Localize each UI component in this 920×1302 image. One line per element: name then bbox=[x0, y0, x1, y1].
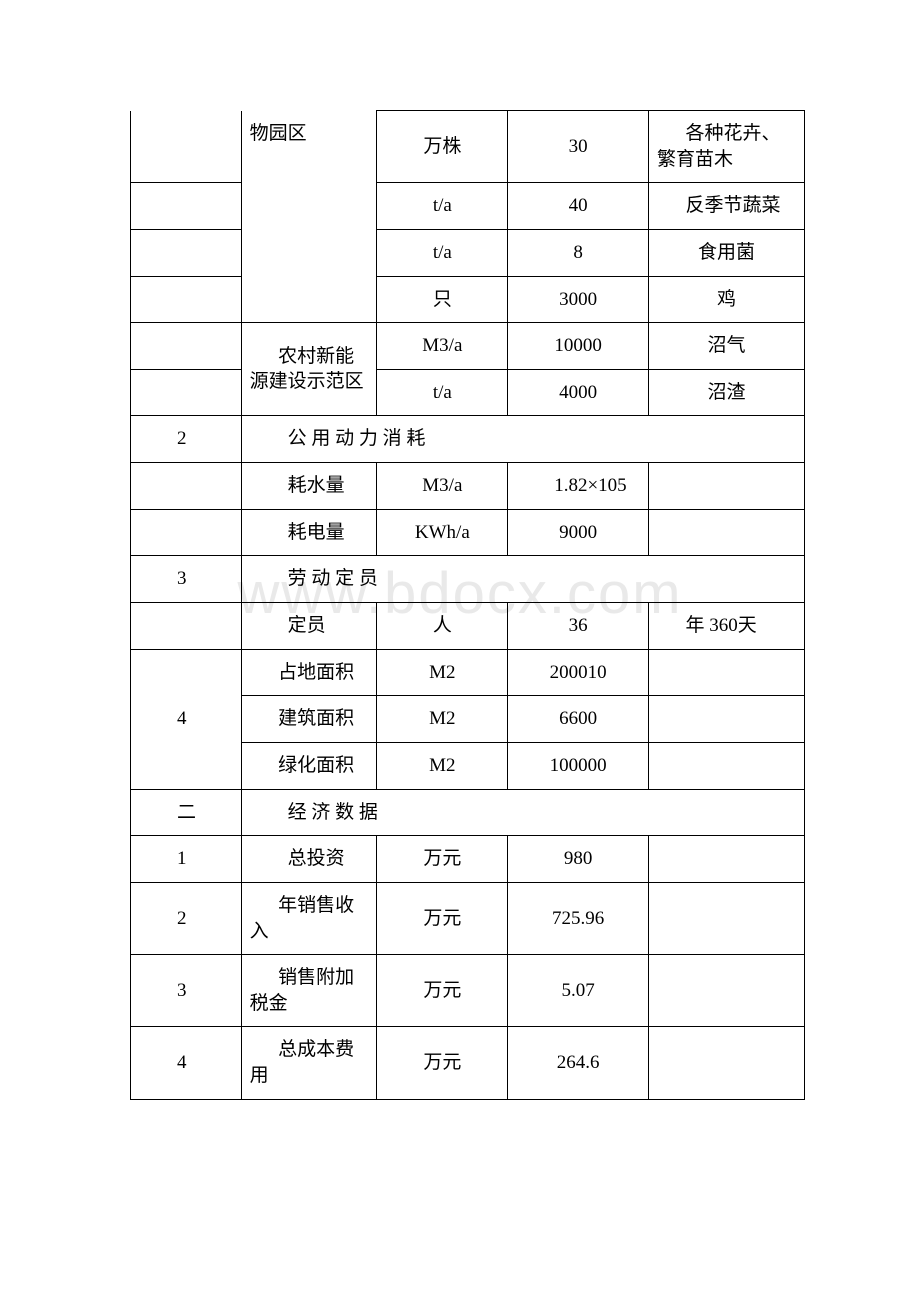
cell-unit: M3/a bbox=[377, 323, 508, 370]
cell-unit: 万元 bbox=[377, 1027, 508, 1099]
cell-category: 定员 bbox=[241, 603, 377, 650]
table-row: 耗水量 M3/a 1.82×105 bbox=[131, 463, 805, 510]
cell-unit: 万元 bbox=[377, 955, 508, 1027]
cell-value: 3000 bbox=[508, 276, 649, 323]
table-row: 4 占地面积 M2 200010 bbox=[131, 649, 805, 696]
cell-value: 40 bbox=[508, 183, 649, 230]
cell-index: 3 bbox=[131, 955, 242, 1027]
cell-category: 占地面积 bbox=[241, 649, 377, 696]
cell-value: 10000 bbox=[508, 323, 649, 370]
cell-note: 反季节蔬菜 bbox=[649, 183, 805, 230]
cell-value: 8 bbox=[508, 229, 649, 276]
cell-value: 980 bbox=[508, 836, 649, 883]
cell-index bbox=[131, 229, 242, 276]
table-row: 1 总投资 万元 980 bbox=[131, 836, 805, 883]
cell-index: 4 bbox=[131, 649, 242, 789]
cell-note bbox=[649, 509, 805, 556]
cell-index: 3 bbox=[131, 556, 242, 603]
table-row: t/a 8 食用菌 bbox=[131, 229, 805, 276]
table-row: 2 年销售收入 万元 725.96 bbox=[131, 882, 805, 954]
cell-index bbox=[131, 111, 242, 183]
cell-unit: t/a bbox=[377, 229, 508, 276]
table-row: 农村新能源建设示范区 M3/a 10000 沼气 bbox=[131, 323, 805, 370]
cell-unit: M3/a bbox=[377, 463, 508, 510]
cell-index bbox=[131, 276, 242, 323]
cell-index: 4 bbox=[131, 1027, 242, 1099]
cell-category: 耗水量 bbox=[241, 463, 377, 510]
cell-index: 2 bbox=[131, 882, 242, 954]
cell-category: 绿化面积 bbox=[241, 742, 377, 789]
cell-note bbox=[649, 1027, 805, 1099]
cell-note: 沼渣 bbox=[649, 369, 805, 416]
cell-value: 36 bbox=[508, 603, 649, 650]
cell-category: 总投资 bbox=[241, 836, 377, 883]
cell-value: 264.6 bbox=[508, 1027, 649, 1099]
cell-heading: 劳 动 定 员 bbox=[241, 556, 804, 603]
cell-note: 沼气 bbox=[649, 323, 805, 370]
cell-note: 食用菌 bbox=[649, 229, 805, 276]
cell-note bbox=[649, 955, 805, 1027]
cell-note bbox=[649, 836, 805, 883]
table-row: 耗电量 KWh/a 9000 bbox=[131, 509, 805, 556]
cell-unit: t/a bbox=[377, 183, 508, 230]
cell-unit: 万元 bbox=[377, 836, 508, 883]
cell-unit: 万元 bbox=[377, 882, 508, 954]
cell-unit: M2 bbox=[377, 696, 508, 743]
cell-category: 物园区 bbox=[241, 111, 377, 323]
table-row: 定员 人 36 年 360天 bbox=[131, 603, 805, 650]
table-row: 2 公 用 动 力 消 耗 bbox=[131, 416, 805, 463]
data-table: 物园区 万株 30 各种花卉、繁育苗木 t/a 40 反季节蔬菜 t/a 8 食… bbox=[130, 110, 805, 1100]
cell-category: 耗电量 bbox=[241, 509, 377, 556]
table-row: t/a 40 反季节蔬菜 bbox=[131, 183, 805, 230]
cell-note bbox=[649, 463, 805, 510]
cell-note: 年 360天 bbox=[649, 603, 805, 650]
table-row: 只 3000 鸡 bbox=[131, 276, 805, 323]
cell-category: 年销售收入 bbox=[241, 882, 377, 954]
table-row: 物园区 万株 30 各种花卉、繁育苗木 bbox=[131, 111, 805, 183]
cell-unit: 人 bbox=[377, 603, 508, 650]
cell-value: 4000 bbox=[508, 369, 649, 416]
table-row: t/a 4000 沼渣 bbox=[131, 369, 805, 416]
cell-index: 1 bbox=[131, 836, 242, 883]
cell-category: 农村新能源建设示范区 bbox=[241, 323, 377, 416]
cell-value: 725.96 bbox=[508, 882, 649, 954]
table-row: 3 销售附加税金 万元 5.07 bbox=[131, 955, 805, 1027]
cell-unit: t/a bbox=[377, 369, 508, 416]
cell-value: 9000 bbox=[508, 509, 649, 556]
cell-unit: M2 bbox=[377, 742, 508, 789]
cell-index: 2 bbox=[131, 416, 242, 463]
table-row: 4 总成本费用 万元 264.6 bbox=[131, 1027, 805, 1099]
cell-category: 销售附加税金 bbox=[241, 955, 377, 1027]
cell-index bbox=[131, 183, 242, 230]
cell-index bbox=[131, 369, 242, 416]
cell-note bbox=[649, 742, 805, 789]
cell-value: 30 bbox=[508, 111, 649, 183]
cell-note: 各种花卉、繁育苗木 bbox=[649, 111, 805, 183]
cell-note: 鸡 bbox=[649, 276, 805, 323]
cell-heading: 经 济 数 据 bbox=[241, 789, 804, 836]
cell-value: 1.82×105 bbox=[508, 463, 649, 510]
cell-unit: 万株 bbox=[377, 111, 508, 183]
cell-value: 6600 bbox=[508, 696, 649, 743]
cell-index bbox=[131, 463, 242, 510]
cell-unit: KWh/a bbox=[377, 509, 508, 556]
cell-category: 总成本费用 bbox=[241, 1027, 377, 1099]
cell-unit: 只 bbox=[377, 276, 508, 323]
table-row: 二 经 济 数 据 bbox=[131, 789, 805, 836]
table-row: 3 劳 动 定 员 bbox=[131, 556, 805, 603]
cell-index bbox=[131, 323, 242, 370]
cell-heading: 公 用 动 力 消 耗 bbox=[241, 416, 804, 463]
cell-index bbox=[131, 509, 242, 556]
cell-value: 100000 bbox=[508, 742, 649, 789]
cell-category: 建筑面积 bbox=[241, 696, 377, 743]
cell-unit: M2 bbox=[377, 649, 508, 696]
cell-note bbox=[649, 696, 805, 743]
cell-note bbox=[649, 649, 805, 696]
cell-value: 200010 bbox=[508, 649, 649, 696]
cell-index bbox=[131, 603, 242, 650]
cell-value: 5.07 bbox=[508, 955, 649, 1027]
cell-note bbox=[649, 882, 805, 954]
cell-index: 二 bbox=[131, 789, 242, 836]
